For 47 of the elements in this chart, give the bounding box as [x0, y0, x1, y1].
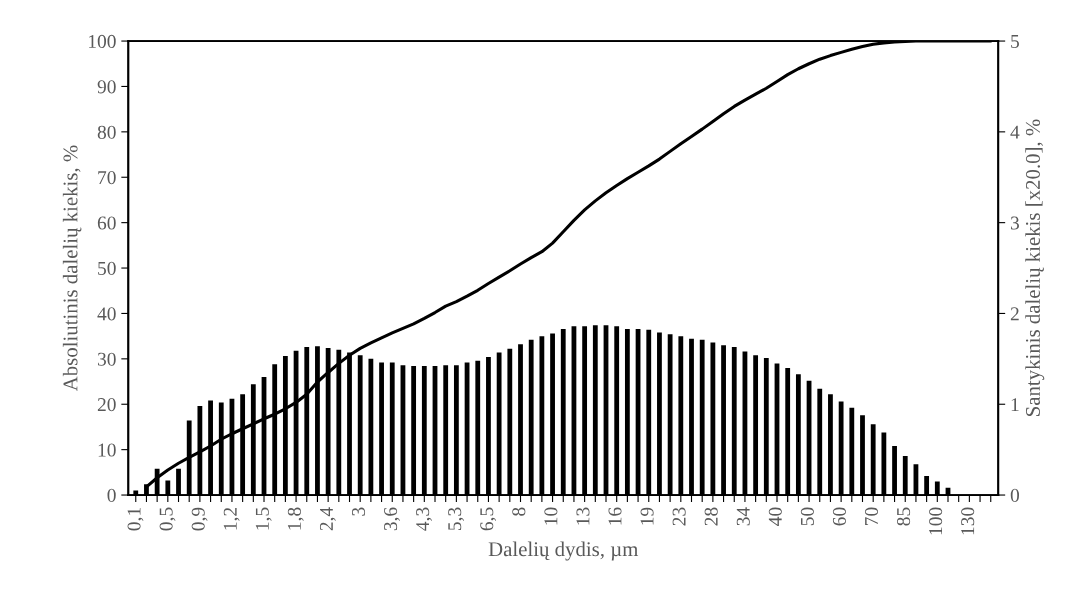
x-tick-label: 1,5 [255, 507, 272, 530]
x-tick-label: 85 [896, 507, 911, 526]
y2-tick-label: 0 [1010, 488, 1020, 502]
x-tick-label: 60 [832, 507, 846, 526]
x-tick-label: 4,3 [416, 507, 432, 531]
x-tick-label: 2,4 [319, 507, 336, 531]
y2-tick-label: 2 [1010, 307, 1019, 321]
x-tick-label: 34 [736, 507, 750, 526]
x-tick-label: 1,2 [223, 507, 240, 530]
x-tick-label: 8 [512, 507, 526, 516]
y2-tick-label: 4 [1010, 125, 1020, 139]
x-tick-label: 70 [864, 507, 879, 526]
y2-tick-label: 5 [1011, 35, 1019, 48]
y-tick-label: 0 [107, 488, 116, 502]
x-tick-label: 0,1 [127, 508, 144, 531]
x-tick-label: 23 [672, 507, 686, 526]
x-tick-label: 28 [704, 507, 718, 526]
y2-tick-label: 3 [1010, 216, 1019, 230]
y2-tick-label: 1 [1011, 398, 1019, 411]
y2-axis-title: Santykinis dalelių kiekis [x20.0], % [1025, 119, 1045, 416]
y-tick-label: 100 [89, 34, 116, 48]
y-tick-label: 90 [97, 80, 116, 94]
y-tick-label: 50 [98, 261, 116, 275]
x-tick-label: 1,8 [287, 507, 304, 530]
y-tick-label: 80 [97, 125, 116, 139]
x-tick-label: 130 [961, 507, 975, 535]
x-tick-label: 13 [576, 507, 590, 525]
x-tick-label: 5,3 [448, 507, 465, 531]
y-axis-title: Absoliutinis dalelių kiekis, % [62, 145, 82, 392]
y-tick-label: 30 [97, 352, 116, 366]
x-tick-label: 0,9 [191, 507, 208, 531]
y-tick-label: 10 [98, 443, 116, 457]
x-tick-label: 3 [352, 507, 366, 516]
x-axis-title: Dalelių dydis, µm [488, 541, 639, 561]
y-tick-label: 70 [98, 171, 116, 185]
x-tick-label: 19 [640, 507, 654, 525]
x-tick-label: 50 [800, 507, 814, 526]
x-tick-label: 16 [608, 507, 622, 525]
x-tick-label: 0,5 [159, 507, 176, 531]
x-tick-label: 100 [929, 507, 943, 535]
y-tick-label: 20 [97, 398, 116, 412]
x-tick-label: 10 [544, 507, 558, 525]
y-tick-label: 40 [97, 307, 116, 321]
y-tick-label: 60 [97, 216, 116, 230]
x-tick-label: 40 [768, 507, 782, 526]
x-tick-label: 6,5 [480, 507, 497, 531]
x-tick-label: 3,6 [384, 507, 400, 531]
